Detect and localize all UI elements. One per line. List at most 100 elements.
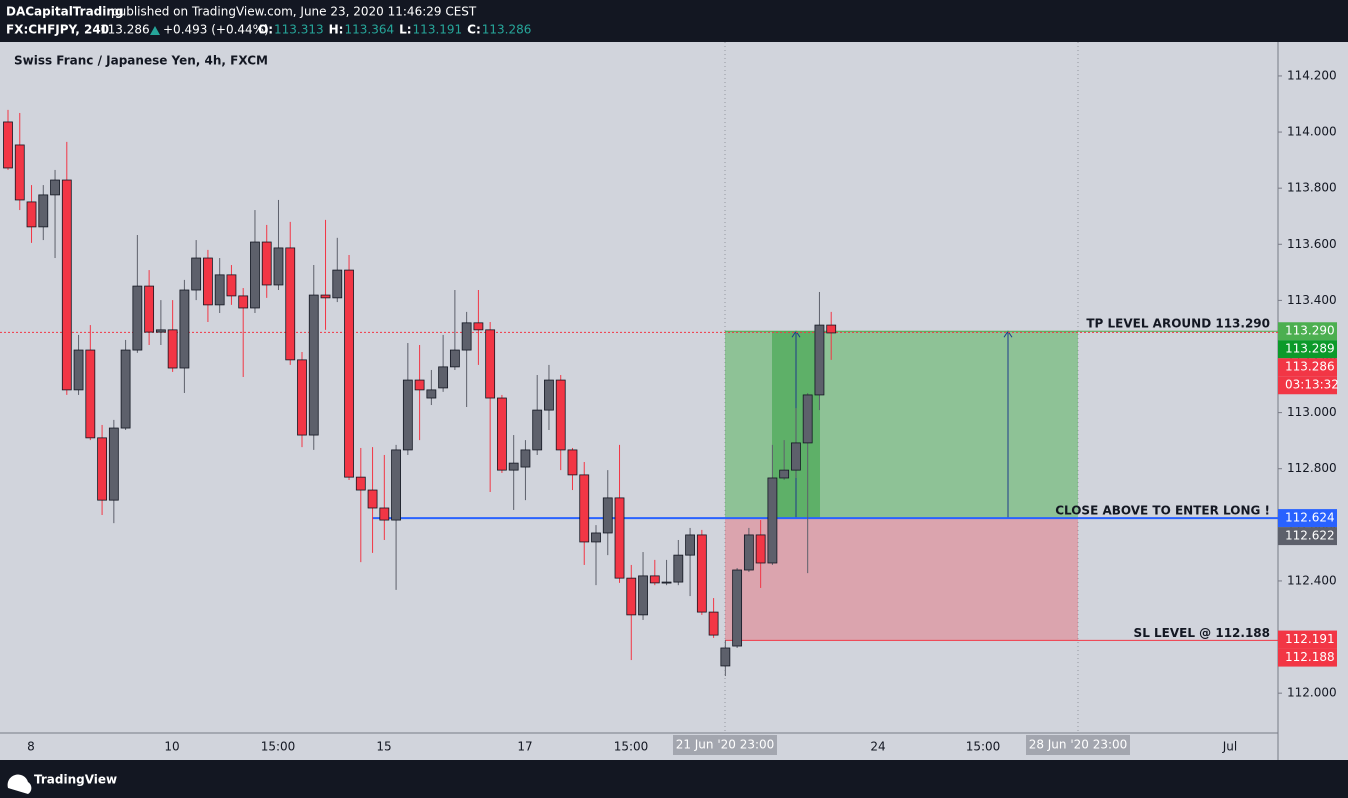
y-tick-label: 113.000 [1287,405,1337,419]
price-tag-label: 03:13:32 [1285,378,1339,392]
candle-body [108,427,119,501]
ohlc-label: C: [467,23,481,37]
candle-body [132,285,143,351]
candle-body [203,257,213,306]
candle-body [638,575,648,616]
candle-body [344,269,354,478]
price-tag-label: 112.624 [1285,511,1335,525]
price-tag [1278,648,1337,667]
candle-body [626,577,637,616]
candle-body [144,285,155,333]
ohlc-value: 113.286 [482,23,532,37]
x-tick-label: 15:00 [614,740,649,754]
x-tick-label: 17 [517,740,532,754]
range-tag [673,735,777,755]
x-tick-label: 15 [376,740,391,754]
y-tick-label: 113.400 [1287,293,1337,307]
ohlc-label: L: [399,23,411,37]
candle-body [579,474,590,543]
annotation: TP LEVEL AROUND 113.290 [1086,317,1270,331]
candle-body [226,274,237,297]
candle-body [402,379,413,451]
candle-body [250,241,260,309]
candle-body [438,366,449,389]
candle-body [367,489,378,509]
y-tick-label: 114.200 [1287,68,1337,82]
logo [7,774,32,794]
candle-body [285,247,296,361]
x-tick-label: 8 [27,740,35,754]
publisher: DACapitalTrading [6,5,124,19]
candle-body [191,257,202,291]
x-tick-label: 10 [164,740,179,754]
candle-body [73,349,84,391]
candle-body [97,437,107,501]
change: +0.493 (+0.44%) [163,23,269,37]
candle-body [308,294,319,436]
candle-body [567,449,578,476]
candle-body [85,349,96,439]
price-tag-label: 113.290 [1285,324,1335,338]
candle-body [755,534,766,564]
published: published on TradingView.com, June 23, 2… [111,5,477,19]
candle-body [473,322,484,331]
candle-body [497,397,507,471]
candle-body [14,144,25,201]
range-label: 28 Jun '20 23:00 [1029,738,1128,752]
candle-body [297,359,307,436]
price-tag-label: 113.286 [1285,360,1335,374]
up-arrow [150,26,160,35]
y-tick-label: 113.600 [1287,237,1337,251]
price-tag-label: 113.289 [1285,342,1335,356]
candle-body [720,647,731,667]
candle-body [3,121,13,169]
symbol: FX:CHFJPY, 240 [6,23,109,37]
candle-body [614,497,625,579]
candle-body [38,194,49,228]
range-tag [1026,735,1130,755]
candle-body [449,349,460,368]
candle-body [544,379,554,411]
ohlc-label: H: [329,23,344,37]
price-tag-label: 112.622 [1285,529,1335,543]
price-tag [1278,509,1337,528]
candle-body [767,477,778,564]
ohlc-label: O: [258,23,273,37]
candle-body [179,289,190,369]
candle-body [261,241,272,286]
brand: TradingView [34,773,117,787]
candle-body [779,469,790,479]
candle-body [696,534,707,613]
candle-body [461,322,472,351]
y-tick-label: 112.400 [1287,573,1337,587]
stop-zone [725,518,1078,641]
x-tick-label: Jul [1222,740,1237,754]
candle-body [50,179,60,196]
candle-body [508,462,519,471]
price-tag [1278,340,1337,359]
plot-area [0,42,1278,733]
price-tag [1278,358,1337,377]
price-tag [1278,322,1337,341]
candle-body [238,295,249,309]
candle-body [273,247,284,286]
ohlc-value: 113.313 [274,23,324,37]
candle-body [26,201,37,228]
last-price: 113.286 [100,23,150,37]
annotation: CLOSE ABOVE TO ENTER LONG ! [1055,504,1270,518]
price-tag [1278,527,1337,546]
candle-body [414,379,425,391]
candle-body [791,442,801,471]
candle-body [826,324,837,334]
candle-body [602,497,613,534]
candle-body [426,389,437,399]
candle-body [555,379,566,451]
y-tick-label: 114.000 [1287,125,1337,139]
candle-body [379,507,390,521]
candle-body [155,329,166,333]
candle-body [814,324,825,396]
candle-body [591,532,601,543]
y-tick-label: 112.000 [1287,686,1337,700]
annotation: SL LEVEL @ 112.188 [1134,626,1270,640]
